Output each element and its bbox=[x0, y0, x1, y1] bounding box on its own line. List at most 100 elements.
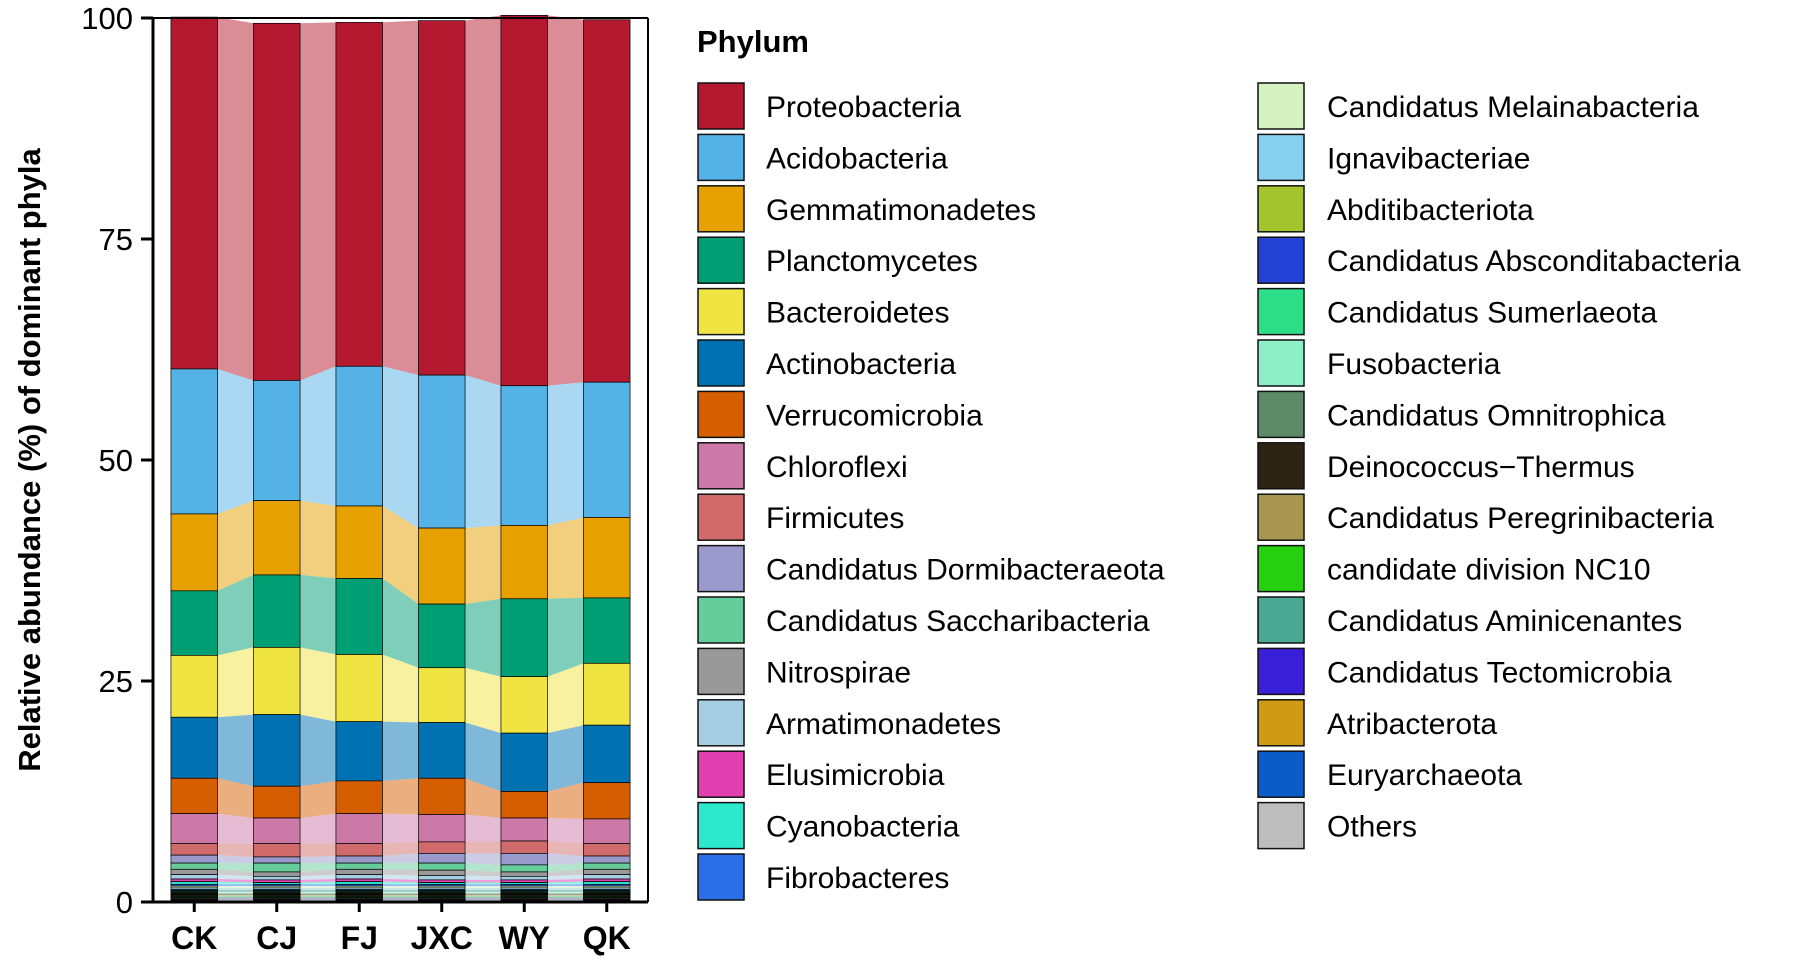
link-planctomycetes-jxc bbox=[465, 598, 501, 677]
legend-swatch-cyanobacteria bbox=[697, 801, 745, 850]
bar-segment-ck-verrucomicrobia bbox=[170, 777, 218, 814]
link-nitrospirae-ck bbox=[217, 869, 254, 877]
legend-swatch-candidatus-peregrinibacteria bbox=[1257, 493, 1305, 541]
link-euryarchaeota-ck bbox=[217, 899, 254, 901]
legend-swatch-fusobacteria bbox=[1257, 339, 1305, 387]
link-planctomycetes-fj bbox=[382, 578, 419, 668]
legend-swatch-proteobacteria bbox=[697, 82, 745, 130]
link-candidatus-sumerlaeota-wy bbox=[547, 891, 584, 893]
y-axis-ticks: 0 25 50 75 100 bbox=[81, 1, 153, 920]
y-axis-label: Relative abundance (%) of dominant phyla bbox=[12, 147, 47, 771]
bar-segment-ck-cyanobacteria bbox=[170, 881, 218, 885]
link-atribacterota-fj bbox=[382, 898, 419, 900]
link-proteobacteria-wy bbox=[547, 15, 584, 386]
link-candidatus-dormibacteraeota-jxc bbox=[465, 853, 501, 865]
bar-segment-ck-gemmatimonadetes bbox=[170, 513, 218, 592]
link-bacteroidetes-cj bbox=[300, 647, 336, 722]
link-candidatus-peregrinibacteria-ck bbox=[217, 894, 254, 896]
link-candidatus-absconditabacteria-wy bbox=[547, 890, 584, 892]
legend-label-candidatus-peregrinibacteria: Candidatus Peregrinibacteria bbox=[1327, 502, 1714, 535]
bar-segment-wy-bacteroidetes bbox=[500, 676, 548, 734]
legend-label-candidatus-absconditabacteria: Candidatus Absconditabacteria bbox=[1327, 245, 1741, 278]
bar-segment-cj-acidobacteria bbox=[253, 380, 301, 502]
legend-label-elusimicrobia: Elusimicrobia bbox=[766, 759, 945, 792]
link-abditibacteriota-jxc bbox=[465, 889, 501, 891]
link-fusobacteria-wy bbox=[547, 892, 584, 894]
legend-swatch-candidatus-sumerlaeota bbox=[1257, 287, 1305, 336]
link-nitrospirae-jxc bbox=[465, 870, 501, 877]
legend-label-fusobacteria: Fusobacteria bbox=[1327, 348, 1501, 381]
bar-segment-wy-acidobacteria bbox=[500, 385, 548, 526]
legend-label-gemmatimonadetes: Gemmatimonadetes bbox=[766, 194, 1036, 227]
link-candidatus-sumerlaeota-fj bbox=[382, 891, 419, 893]
bar-segment-qk-actinobacteria bbox=[583, 724, 631, 784]
bar-segment-qk-gemmatimonadetes bbox=[583, 517, 631, 599]
link-planctomycetes-ck bbox=[217, 574, 254, 656]
legend-swatch-candidate-division-nc10 bbox=[1257, 544, 1305, 593]
bar-segment-qk-candidatus-dormibacteraeota bbox=[583, 855, 631, 864]
bar-segment-qk-verrucomicrobia bbox=[583, 782, 631, 820]
link-gemmatimonadetes-jxc bbox=[465, 525, 501, 605]
link-candidatus-peregrinibacteria-cj bbox=[300, 894, 336, 896]
link-acidobacteria-jxc bbox=[465, 375, 501, 529]
legend-label-proteobacteria: Proteobacteria bbox=[766, 91, 961, 124]
bar-segment-jxc-bacteroidetes bbox=[418, 667, 466, 723]
bar-segment-ck-actinobacteria bbox=[170, 716, 218, 779]
link-deinococcus-thermus-cj bbox=[300, 894, 336, 895]
link-verrucomicrobia-wy bbox=[547, 782, 584, 819]
link-abditibacteriota-wy bbox=[547, 889, 584, 891]
link-candidatus-dormibacteraeota-wy bbox=[547, 853, 584, 865]
y-tick-label: 0 bbox=[116, 885, 133, 920]
link-atribacterota-jxc bbox=[465, 898, 501, 900]
legend-swatch-nitrospirae bbox=[697, 647, 745, 696]
link-atribacterota-ck bbox=[217, 898, 254, 900]
link-fusobacteria-fj bbox=[382, 892, 419, 894]
legend-swatch-bacteroidetes bbox=[697, 287, 745, 336]
link-candidatus-absconditabacteria-ck bbox=[217, 890, 254, 892]
link-cyanobacteria-ck bbox=[217, 881, 254, 885]
link-candidatus-aminicenantes-cj bbox=[300, 896, 336, 898]
bar-segment-wy-candidatus-saccharibacteria bbox=[500, 864, 548, 873]
link-elusimicrobia-wy bbox=[547, 879, 584, 883]
y-tick-label: 50 bbox=[99, 443, 133, 478]
link-verrucomicrobia-cj bbox=[300, 780, 336, 819]
link-candidatus-saccharibacteria-ck bbox=[217, 863, 254, 872]
link-abditibacteriota-fj bbox=[382, 889, 419, 891]
legend-swatch-armatimonadetes bbox=[697, 699, 745, 747]
link-candidate-division-nc10-wy bbox=[547, 895, 584, 897]
legend-swatch-gemmatimonadetes bbox=[697, 185, 745, 233]
x-tick-label-ck: CK bbox=[171, 920, 217, 956]
legend-label-abditibacteriota: Abditibacteriota bbox=[1327, 194, 1534, 227]
link-candidatus-melainabacteria-wy bbox=[547, 886, 584, 888]
bar-segment-fj-acidobacteria bbox=[335, 365, 383, 507]
legend-label-armatimonadetes: Armatimonadetes bbox=[766, 708, 1001, 741]
link-euryarchaeota-wy bbox=[547, 899, 584, 901]
bar-segment-cj-proteobacteria bbox=[253, 22, 301, 381]
link-fusobacteria-cj bbox=[300, 892, 336, 894]
link-candidate-division-nc10-ck bbox=[217, 895, 254, 897]
legend-label-nitrospirae: Nitrospirae bbox=[766, 656, 911, 689]
bar-segment-fj-elusimicrobia bbox=[335, 878, 383, 883]
link-gemmatimonadetes-cj bbox=[300, 500, 336, 579]
link-proteobacteria-cj bbox=[300, 22, 336, 381]
link-bacteroidetes-jxc bbox=[465, 667, 501, 734]
bar-segment-ck-firmicutes bbox=[170, 843, 218, 856]
bar-segment-cj-candidatus-dormibacteraeota bbox=[253, 856, 301, 864]
legend-swatch-actinobacteria bbox=[697, 339, 745, 387]
link-candidatus-tectomicrobia-wy bbox=[547, 897, 584, 899]
bar-segment-wy-verrucomicrobia bbox=[500, 791, 548, 819]
link-proteobacteria-jxc bbox=[465, 15, 501, 386]
x-tick-label-cj: CJ bbox=[256, 920, 297, 956]
link-fibrobacteres-ck bbox=[217, 884, 254, 887]
link-actinobacteria-fj bbox=[382, 721, 419, 781]
link-candidatus-tectomicrobia-fj bbox=[382, 897, 419, 899]
link-candidatus-peregrinibacteria-wy bbox=[547, 894, 584, 896]
link-candidatus-absconditabacteria-cj bbox=[300, 890, 336, 892]
alluvial-links bbox=[217, 15, 584, 902]
bar-segment-qk-elusimicrobia bbox=[583, 878, 631, 883]
link-fibrobacteres-fj bbox=[382, 884, 419, 887]
link-candidatus-aminicenantes-fj bbox=[382, 896, 419, 898]
legend-swatch-candidatus-absconditabacteria bbox=[1257, 236, 1305, 284]
link-candidatus-saccharibacteria-jxc bbox=[465, 863, 501, 872]
